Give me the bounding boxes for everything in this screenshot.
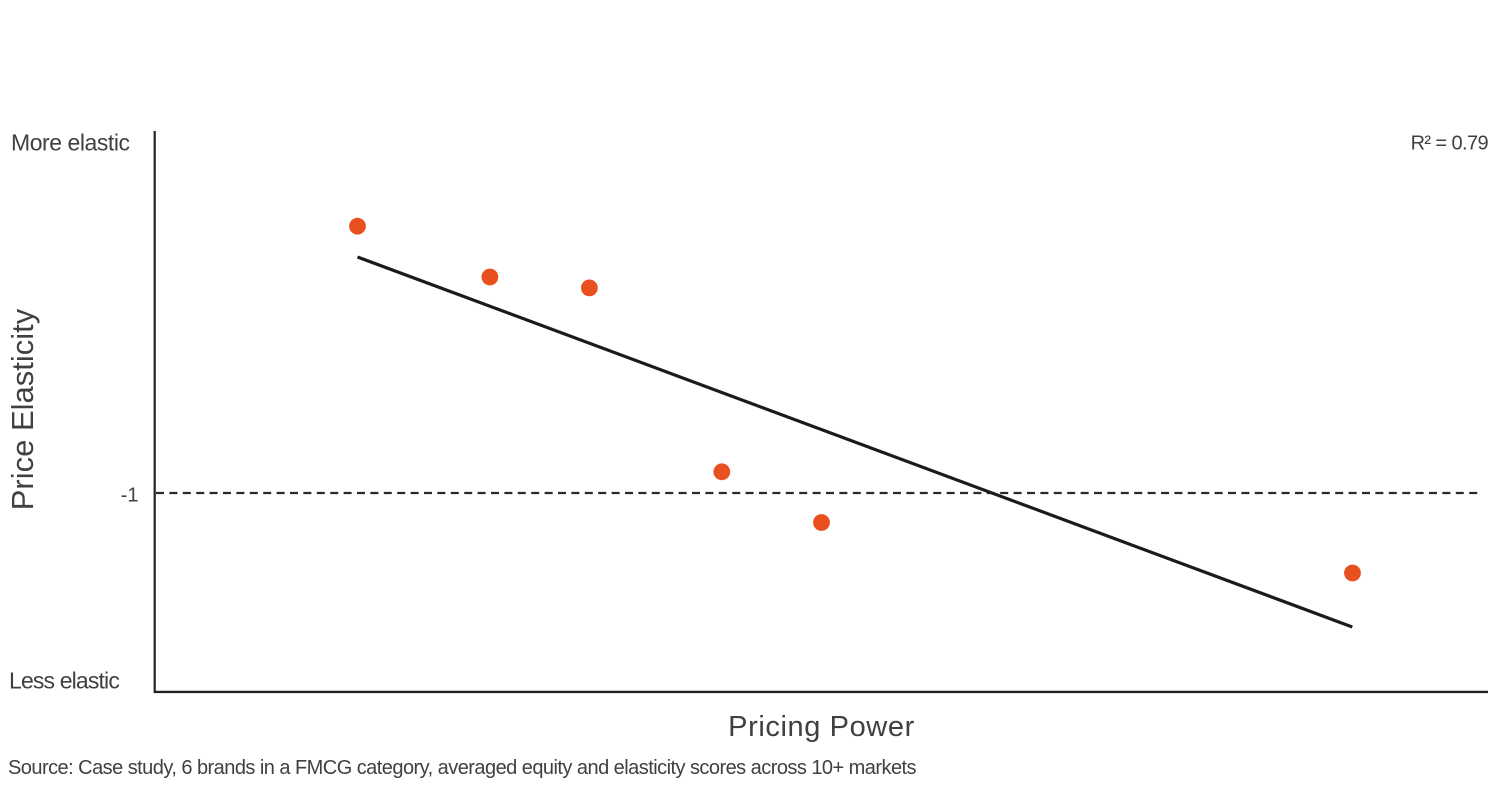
svg-text:-1: -1 <box>121 485 139 507</box>
svg-text:Less elastic: Less elastic <box>9 668 119 694</box>
svg-text:Pricing Power: Pricing Power <box>728 711 915 743</box>
svg-text:Price Elasticity: Price Elasticity <box>5 308 40 510</box>
svg-text:More elastic: More elastic <box>11 130 130 156</box>
svg-text:Source: Case study, 6 brands i: Source: Case study, 6 brands in a FMCG c… <box>8 757 917 779</box>
svg-text:R² = 0.79: R² = 0.79 <box>1411 132 1489 154</box>
